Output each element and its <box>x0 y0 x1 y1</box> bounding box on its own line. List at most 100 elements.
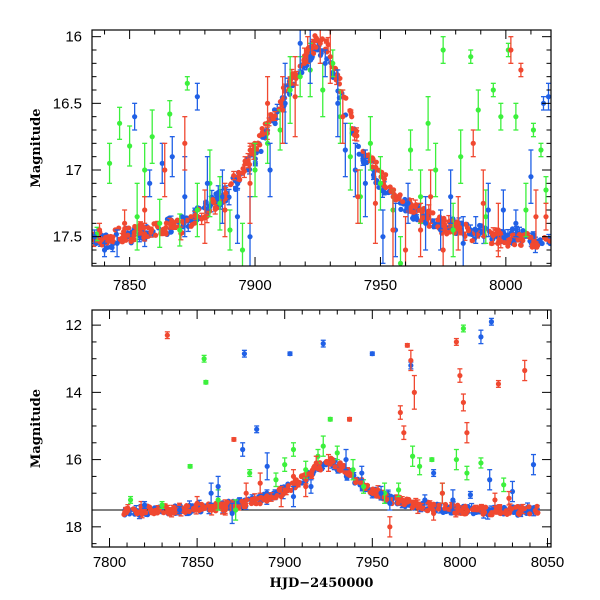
data-point <box>215 497 221 503</box>
data-point <box>377 180 384 186</box>
data-point <box>187 463 193 469</box>
data-point <box>151 511 157 517</box>
data-point <box>350 467 356 473</box>
data-point <box>490 87 496 93</box>
data-point <box>501 239 508 246</box>
data-point <box>208 490 214 496</box>
data-point <box>515 503 521 510</box>
data-point <box>441 215 447 221</box>
data-point <box>362 180 368 186</box>
data-point <box>342 147 348 153</box>
data-point <box>522 367 528 374</box>
data-point <box>132 114 138 120</box>
data-point <box>425 120 431 126</box>
data-point <box>215 483 221 490</box>
data-point <box>116 120 123 126</box>
data-point <box>327 416 333 422</box>
data-point <box>397 260 404 266</box>
data-point <box>210 199 216 205</box>
data-point <box>506 495 512 501</box>
data-point <box>497 510 504 517</box>
data-point <box>219 194 226 200</box>
data-point <box>227 227 233 233</box>
data-point <box>422 220 429 226</box>
data-point <box>167 221 173 227</box>
data-point <box>515 237 521 243</box>
data-point <box>322 60 328 66</box>
data-point <box>301 53 308 59</box>
bottom-light-curve-panel: 7800 7850 7900 7950 8000 8050 12 14 16 18 Magnitud… <box>29 309 564 591</box>
data-point <box>297 74 303 80</box>
x-tick-label: 7850 <box>113 277 146 294</box>
data-point <box>519 506 525 512</box>
data-point <box>405 200 411 206</box>
plot-frame <box>91 29 552 267</box>
top-light-curve-panel: 7850 7900 7950 8000 16 16.5 17 17.5 Magnitude <box>29 29 552 294</box>
data-point <box>227 182 234 188</box>
data-point <box>460 325 467 332</box>
data-point <box>258 148 264 155</box>
data-point <box>312 33 318 39</box>
data-point <box>264 100 271 106</box>
data-point <box>179 218 185 225</box>
data-point <box>417 463 423 469</box>
data-point <box>208 505 214 511</box>
plot-area <box>92 317 551 538</box>
data-point <box>169 154 175 160</box>
data-point <box>400 498 406 504</box>
x-tick-label: 7800 <box>93 554 126 571</box>
data-point <box>483 504 489 510</box>
x-tick-label: 8050 <box>531 554 564 571</box>
data-point <box>247 180 253 186</box>
data-point <box>184 80 190 86</box>
data-point <box>330 458 336 465</box>
data-point <box>147 180 153 186</box>
data-point <box>370 486 376 492</box>
data-point <box>271 495 277 501</box>
data-point <box>159 160 165 166</box>
data-point <box>108 233 114 240</box>
data-point <box>122 220 128 226</box>
data-point <box>308 483 314 490</box>
data-point <box>241 351 248 357</box>
data-point <box>450 497 456 503</box>
data-point <box>483 214 489 220</box>
data-point <box>407 147 414 153</box>
data-point <box>336 461 343 467</box>
data-point <box>478 334 484 340</box>
data-point <box>463 221 469 227</box>
y-tick-label: 17 <box>65 162 82 179</box>
data-point <box>264 463 270 469</box>
data-point <box>264 140 271 146</box>
data-point <box>382 190 388 196</box>
data-point <box>297 40 303 46</box>
data-point <box>349 114 355 120</box>
data-point <box>408 209 415 215</box>
data-point <box>305 47 311 53</box>
data-point <box>290 493 297 500</box>
data-point <box>532 508 539 514</box>
y-tick-label: 16 <box>65 29 82 46</box>
data-point <box>142 167 148 173</box>
y-axis-label: Magnitude <box>29 389 44 468</box>
data-point <box>267 167 273 173</box>
data-point <box>263 494 269 500</box>
data-point <box>282 462 288 468</box>
data-point <box>387 184 393 190</box>
data-point <box>343 456 349 463</box>
data-point <box>164 332 170 338</box>
data-point <box>290 446 297 453</box>
data-point <box>194 207 200 213</box>
data-point <box>527 511 533 517</box>
data-point <box>252 496 258 502</box>
data-point <box>372 200 379 206</box>
data-point <box>380 234 386 240</box>
data-point <box>400 199 406 205</box>
data-point <box>203 379 209 385</box>
data-point <box>492 508 499 514</box>
data-point <box>222 207 228 213</box>
data-point <box>397 409 403 416</box>
data-point <box>273 477 279 483</box>
data-point <box>398 206 404 212</box>
data-point <box>287 87 293 93</box>
